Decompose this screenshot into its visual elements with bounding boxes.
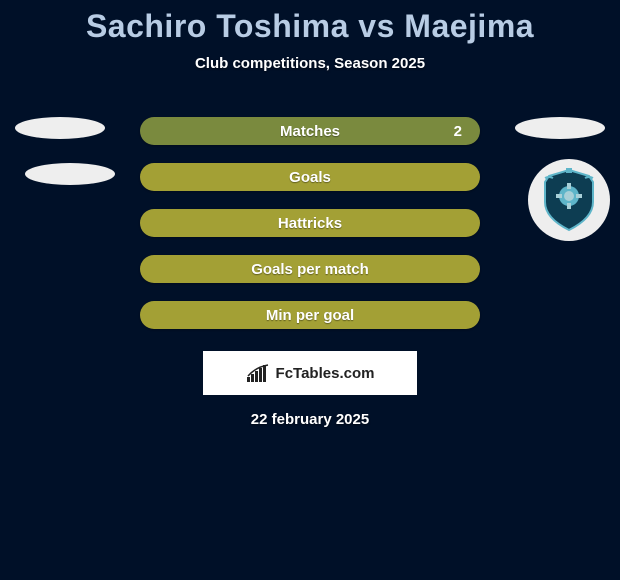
stats-area: Matches 2 Goals Hattricks Goals per matc… bbox=[0, 117, 620, 329]
stat-bar-min-per-goal: Min per goal bbox=[140, 301, 480, 329]
footer-text: FcTables.com bbox=[276, 365, 375, 382]
page-title: Sachiro Toshima vs Maejima bbox=[86, 8, 534, 45]
bars-icon bbox=[246, 363, 272, 383]
date-text: 22 february 2025 bbox=[251, 411, 369, 428]
stat-bar-matches: Matches 2 bbox=[140, 117, 480, 145]
stat-bar-goals: Goals bbox=[140, 163, 480, 191]
player1-photo-placeholder-1 bbox=[15, 117, 105, 139]
subtitle: Club competitions, Season 2025 bbox=[195, 55, 425, 72]
player1-photo-placeholder-2 bbox=[25, 163, 115, 185]
player2-name: Maejima bbox=[404, 8, 534, 44]
stat-bar-goals-per-match: Goals per match bbox=[140, 255, 480, 283]
main-container: Sachiro Toshima vs Maejima Club competit… bbox=[0, 0, 620, 428]
player1-name: Sachiro Toshima bbox=[86, 8, 349, 44]
stat-bar-hattricks: Hattricks bbox=[140, 209, 480, 237]
stat-label: Matches bbox=[280, 123, 340, 140]
shield-icon bbox=[539, 168, 599, 232]
stat-label: Hattricks bbox=[278, 215, 342, 232]
footer-attribution[interactable]: FcTables.com bbox=[203, 351, 417, 395]
team-logo-circle bbox=[528, 159, 610, 241]
stat-bars: Matches 2 Goals Hattricks Goals per matc… bbox=[140, 117, 480, 329]
stat-label: Goals bbox=[289, 169, 331, 186]
stat-value: 2 bbox=[454, 123, 462, 140]
stat-label: Goals per match bbox=[251, 261, 369, 278]
vs-text: vs bbox=[358, 8, 395, 44]
player2-photo-placeholder bbox=[515, 117, 605, 139]
stat-label: Min per goal bbox=[266, 307, 354, 324]
